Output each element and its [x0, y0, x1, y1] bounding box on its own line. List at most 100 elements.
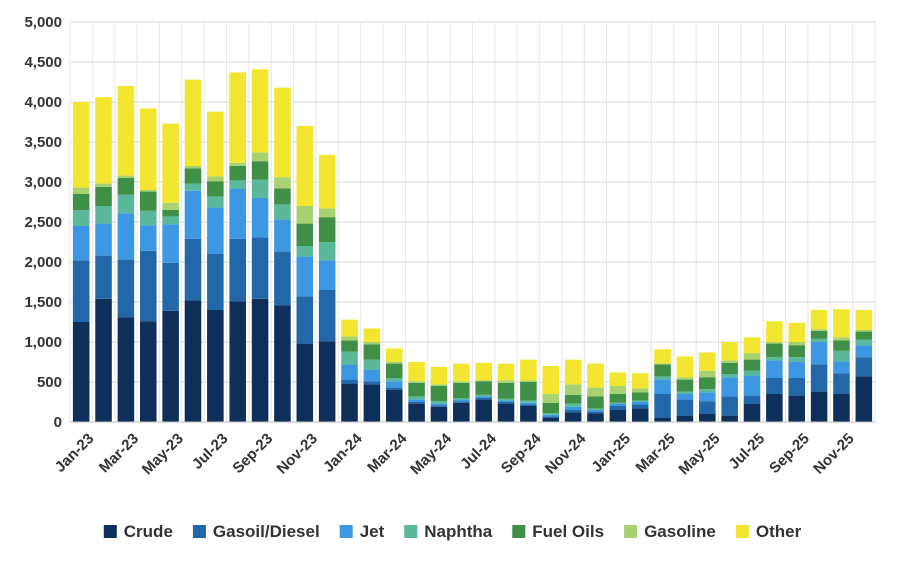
legend-label-crude: Crude	[124, 522, 173, 541]
bar-segment-naphtha-feb-24	[363, 359, 381, 370]
bar-segment-fuel-oils-mar-25	[654, 364, 671, 377]
bar-segment-other-feb-25	[631, 373, 649, 389]
y-axis: 0 500 1,000 1,500 2,000 2,500 3,000 3,500 4,000 4…	[24, 14, 62, 431]
bar-segment-naphtha-jul-25	[743, 370, 761, 376]
bar-segment-fuel-oils-feb-24	[363, 344, 381, 360]
bar-segment-gasoil-diesel-feb-24	[363, 381, 381, 385]
bar-segment-other-nov-25	[833, 309, 850, 338]
legend-swatch-jet	[339, 525, 353, 538]
y-tick-label: 3,500	[24, 134, 62, 151]
bar-segment-naphtha-jan-23	[72, 210, 90, 226]
bar-segment-gasoil-diesel-mar-23	[117, 259, 135, 318]
x-tick-label: Nov-25	[810, 430, 857, 477]
bar-segment-gasoil-diesel-apr-24	[408, 402, 425, 404]
bar-segment-fuel-oils-feb-23	[95, 186, 112, 206]
bar-segment-other-may-24	[430, 366, 448, 385]
bar-segment-gasoil-diesel-apr-23	[139, 250, 157, 322]
bar-segment-fuel-oils-mar-23	[117, 178, 135, 195]
bar-segment-jet-jul-23	[207, 207, 224, 254]
bar-segment-fuel-oils-jun-25	[721, 362, 738, 374]
bar-segment-naphtha-jul-23	[207, 196, 224, 208]
bar-segment-crude-may-23	[162, 310, 179, 422]
bar-segment-jet-apr-24	[408, 399, 425, 402]
bar-segment-crude-jun-24	[453, 402, 470, 422]
bar-segment-gasoline-mar-23	[117, 175, 135, 178]
bar-segment-fuel-oils-nov-24	[564, 394, 582, 404]
bar-segment-fuel-oils-apr-25	[676, 379, 694, 392]
legend: Crude Gasoil/Diesel Jet Naphtha Fuel Oils Gas…	[103, 522, 802, 541]
bar-segment-naphtha-dec-23	[318, 242, 336, 261]
bar-segment-naphtha-mar-23	[117, 194, 135, 214]
bar-segment-jet-feb-24	[363, 370, 381, 382]
x-tick-label: May-23	[139, 430, 187, 478]
bar-segment-fuel-oils-aug-25	[766, 343, 783, 358]
bar-segment-gasoil-diesel-oct-24	[542, 416, 560, 418]
bar-segment-fuel-oils-dec-24	[587, 396, 604, 409]
bar-segment-gasoline-nov-25	[833, 337, 850, 341]
bar-segment-crude-may-25	[699, 414, 716, 422]
bar-segment-fuel-oils-jun-24	[453, 382, 470, 398]
bar-segment-naphtha-may-24	[430, 401, 448, 404]
bar-segment-other-jun-23	[184, 79, 202, 166]
bar-segment-other-sep-24	[520, 359, 537, 381]
bar-segment-gasoline-apr-25	[676, 377, 694, 380]
bar-segment-fuel-oils-apr-23	[139, 191, 157, 211]
bar-segment-jet-jan-24	[341, 364, 358, 380]
bar-segment-fuel-oils-aug-24	[497, 382, 515, 399]
bar-segment-gasoline-sep-25	[788, 342, 806, 346]
bar-segment-naphtha-oct-25	[810, 338, 828, 342]
bar-segment-jet-apr-23	[139, 225, 157, 251]
bar-segment-gasoline-mar-24	[385, 362, 403, 364]
legend-item-crude: Crude	[103, 522, 173, 541]
bar-segment-naphtha-apr-24	[408, 396, 425, 400]
bar-segment-gasoil-diesel-sep-24	[520, 404, 537, 406]
bar-segment-crude-may-24	[430, 406, 448, 422]
bar-segment-crude-jul-24	[475, 399, 492, 422]
bar-segment-gasoil-diesel-dec-23	[318, 290, 336, 342]
bar-segment-jet-may-24	[430, 403, 448, 406]
bar-segment-naphtha-may-25	[699, 389, 716, 393]
x-tick-label: Jan-24	[320, 430, 366, 476]
bar-segment-gasoil-diesel-aug-25	[766, 378, 783, 394]
bar-segment-crude-jul-23	[207, 310, 224, 422]
bar-segment-other-apr-23	[139, 108, 157, 190]
bar-segment-crude-apr-25	[676, 415, 694, 422]
bar-segment-naphtha-sep-23	[251, 179, 269, 198]
bar-segment-jet-sep-25	[788, 362, 806, 378]
bar-segment-naphtha-aug-24	[497, 398, 515, 401]
bar-segment-crude-aug-23	[229, 301, 246, 422]
y-tick-label: 500	[37, 374, 62, 391]
bar-segment-other-may-23	[162, 123, 179, 203]
gridlines	[69, 21, 876, 423]
bar-segment-fuel-oils-sep-23	[251, 161, 269, 180]
bar-segment-gasoline-aug-24	[497, 380, 515, 383]
bar-segment-jet-dec-25	[855, 345, 873, 358]
y-tick-label: 1,000	[24, 334, 62, 351]
bar-segment-naphtha-apr-25	[676, 391, 694, 394]
bar-segment-fuel-oils-dec-25	[855, 331, 873, 340]
y-tick-label: 4,500	[24, 54, 62, 71]
bar-segment-jet-jun-24	[453, 399, 470, 402]
bar-segment-fuel-oils-may-24	[430, 386, 448, 402]
legend-item-jet: Jet	[339, 522, 385, 541]
bar-segment-gasoil-diesel-may-23	[162, 262, 179, 311]
bar-segment-jet-dec-24	[587, 410, 604, 412]
bar-segment-jet-nov-24	[564, 406, 582, 410]
bar-segment-gasoline-oct-25	[810, 329, 828, 331]
bar-segment-gasoil-diesel-may-25	[699, 401, 716, 414]
bar-segment-jet-mar-25	[654, 379, 671, 394]
bar-segment-gasoline-jan-23	[72, 187, 90, 194]
bar-segment-crude-jun-23	[184, 300, 202, 422]
bar-segment-gasoil-diesel-mar-24	[385, 387, 403, 390]
bar-segment-gasoline-apr-24	[408, 381, 425, 383]
legend-swatch-fuel-oils	[512, 525, 526, 538]
bar-segment-gasoline-aug-23	[229, 162, 246, 166]
bar-segment-crude-jan-23	[72, 322, 90, 422]
bar-segment-gasoline-feb-25	[631, 388, 649, 393]
bar-segment-crude-oct-25	[810, 391, 828, 422]
bar-segment-gasoil-diesel-nov-23	[296, 296, 314, 344]
bar-segment-other-mar-23	[117, 86, 135, 176]
bar-segment-fuel-oils-oct-23	[274, 188, 291, 205]
bar-segment-naphtha-jun-25	[721, 374, 738, 378]
